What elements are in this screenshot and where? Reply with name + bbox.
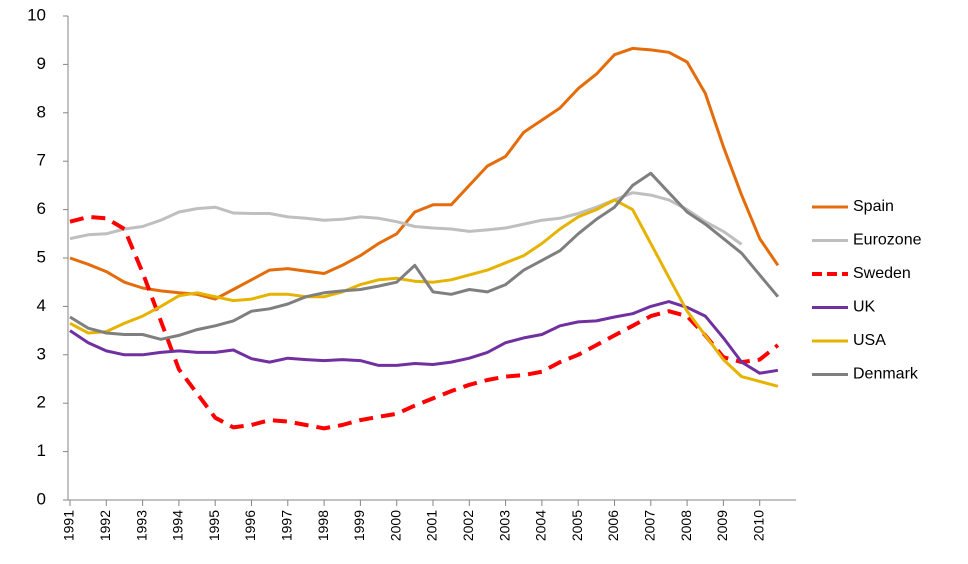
x-tick-label: 1999 <box>351 510 367 541</box>
x-tick-label: 1991 <box>61 510 77 541</box>
y-tick-label: 3 <box>37 344 46 363</box>
y-tick-label: 1 <box>37 441 46 460</box>
legend: Spain Eurozone Sweden UK USA Denmark <box>812 198 922 383</box>
y-tick-label: 9 <box>37 54 46 73</box>
legend-label: Eurozone <box>853 232 922 249</box>
y-tick-label: 7 <box>37 151 46 170</box>
x-tick-label: 2000 <box>387 510 403 541</box>
line-series <box>69 214 780 431</box>
x-tick-label: 1992 <box>97 510 113 541</box>
line-series <box>69 300 779 375</box>
x-tick-label: 2001 <box>424 510 440 541</box>
y-tick-label: 6 <box>37 199 46 218</box>
x-tick-label: 2002 <box>460 510 476 541</box>
line-series <box>69 46 780 301</box>
x-tick-label: 1994 <box>170 510 186 541</box>
x-tick-label: 1997 <box>279 510 295 541</box>
line-series <box>69 198 779 388</box>
x-tick-label: 2003 <box>496 510 512 541</box>
y-tick-label: 8 <box>37 102 46 121</box>
x-tick-label: 1998 <box>315 510 331 541</box>
legend-label: Denmark <box>853 366 919 383</box>
x-tick-label: 2008 <box>678 510 694 541</box>
y-tick-label: 4 <box>37 296 46 315</box>
x-tick-label: 1995 <box>206 510 222 541</box>
x-tick-label: 2010 <box>750 510 766 541</box>
x-tick-label: 2007 <box>642 510 658 541</box>
y-tick-label: 0 <box>37 489 46 508</box>
legend-label: Sweden <box>853 265 911 282</box>
x-tick-label: 2006 <box>605 510 621 541</box>
legend-label: USA <box>853 332 886 349</box>
x-tick-label: 1996 <box>242 510 258 541</box>
x-tick-label: 2005 <box>569 510 585 541</box>
line-series <box>69 171 780 341</box>
y-tick-label: 5 <box>37 247 46 266</box>
x-tick-label: 2004 <box>533 510 549 541</box>
y-tick-label: 10 <box>27 5 46 24</box>
legend-label: UK <box>853 299 876 316</box>
line-series <box>69 191 743 246</box>
y-tick-label: 2 <box>37 393 46 412</box>
legend-label: Spain <box>853 198 894 215</box>
x-tick-label: 1993 <box>133 510 149 541</box>
x-tick-label: 2009 <box>714 510 730 541</box>
